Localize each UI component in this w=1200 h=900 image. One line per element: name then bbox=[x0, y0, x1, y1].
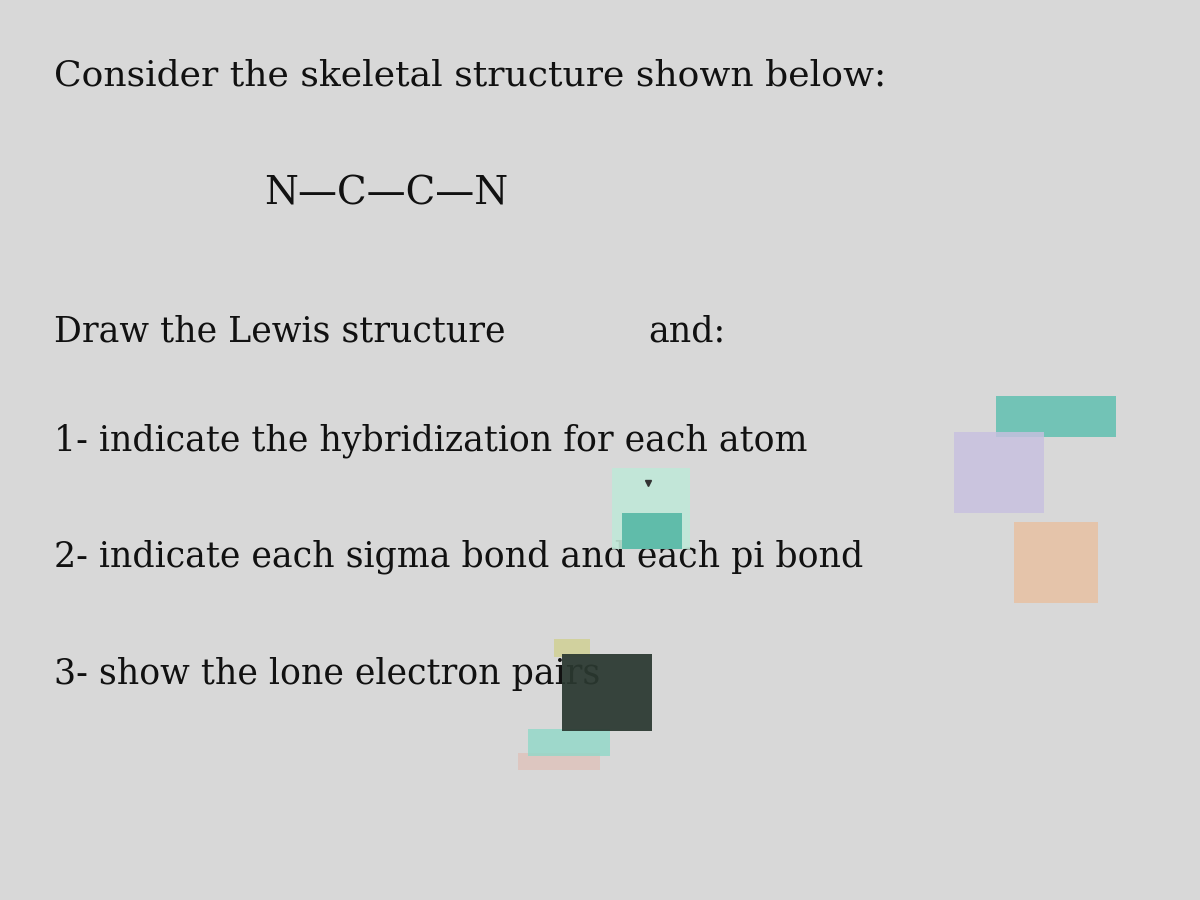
Bar bbox=[1014, 522, 1098, 603]
Text: 2- indicate each sigma bond and each pi bond: 2- indicate each sigma bond and each pi … bbox=[54, 540, 863, 574]
Bar bbox=[562, 654, 652, 731]
Bar bbox=[622, 513, 682, 549]
Text: 1- indicate the hybridization for each atom: 1- indicate the hybridization for each a… bbox=[54, 423, 808, 457]
Bar bbox=[518, 753, 600, 770]
Text: 3- show the lone electron pairs: 3- show the lone electron pairs bbox=[54, 657, 600, 691]
Bar bbox=[554, 639, 590, 657]
Text: N—C—C—N: N—C—C—N bbox=[264, 176, 509, 212]
Text: and:: and: bbox=[648, 315, 725, 349]
Bar bbox=[528, 729, 610, 756]
Bar bbox=[612, 468, 690, 549]
Bar bbox=[954, 432, 1044, 513]
Bar bbox=[996, 396, 1116, 436]
Text: Draw the Lewis structure: Draw the Lewis structure bbox=[54, 315, 505, 349]
Text: Consider the skeletal structure shown below:: Consider the skeletal structure shown be… bbox=[54, 58, 887, 93]
